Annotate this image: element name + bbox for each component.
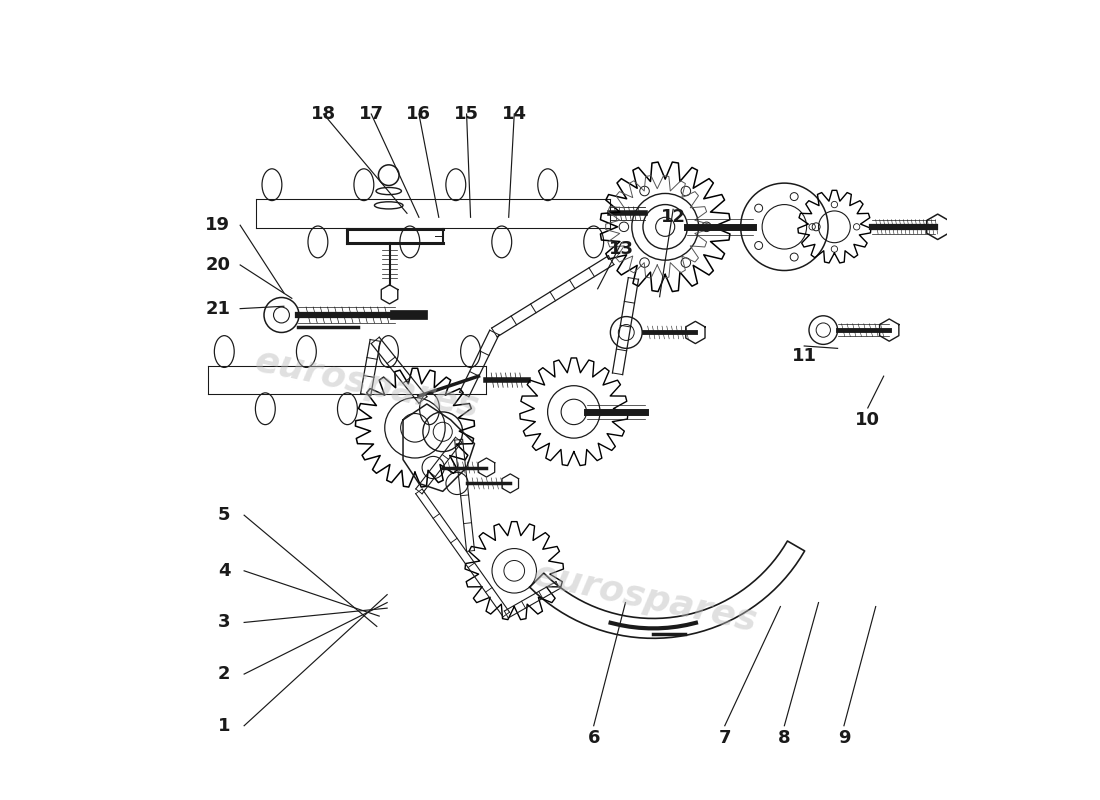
Text: eurospares: eurospares	[530, 558, 761, 639]
Text: 8: 8	[778, 729, 791, 746]
Text: 14: 14	[502, 105, 527, 123]
Text: 9: 9	[838, 729, 850, 746]
Text: 13: 13	[609, 240, 634, 258]
Text: eurospares: eurospares	[252, 344, 483, 425]
Text: 7: 7	[718, 729, 732, 746]
Text: 1: 1	[218, 717, 231, 734]
Text: 15: 15	[454, 105, 480, 123]
Text: 6: 6	[587, 729, 600, 746]
Text: 5: 5	[218, 506, 231, 524]
Text: 19: 19	[206, 216, 230, 234]
Text: 2: 2	[218, 665, 231, 683]
Text: 16: 16	[406, 105, 431, 123]
Text: 18: 18	[311, 105, 337, 123]
Text: 4: 4	[218, 562, 231, 580]
Text: 20: 20	[206, 256, 230, 274]
Text: 21: 21	[206, 300, 230, 318]
Text: 11: 11	[792, 347, 816, 366]
Text: 10: 10	[856, 411, 880, 429]
Text: 12: 12	[661, 208, 685, 226]
Text: 3: 3	[218, 614, 231, 631]
Text: 17: 17	[359, 105, 384, 123]
